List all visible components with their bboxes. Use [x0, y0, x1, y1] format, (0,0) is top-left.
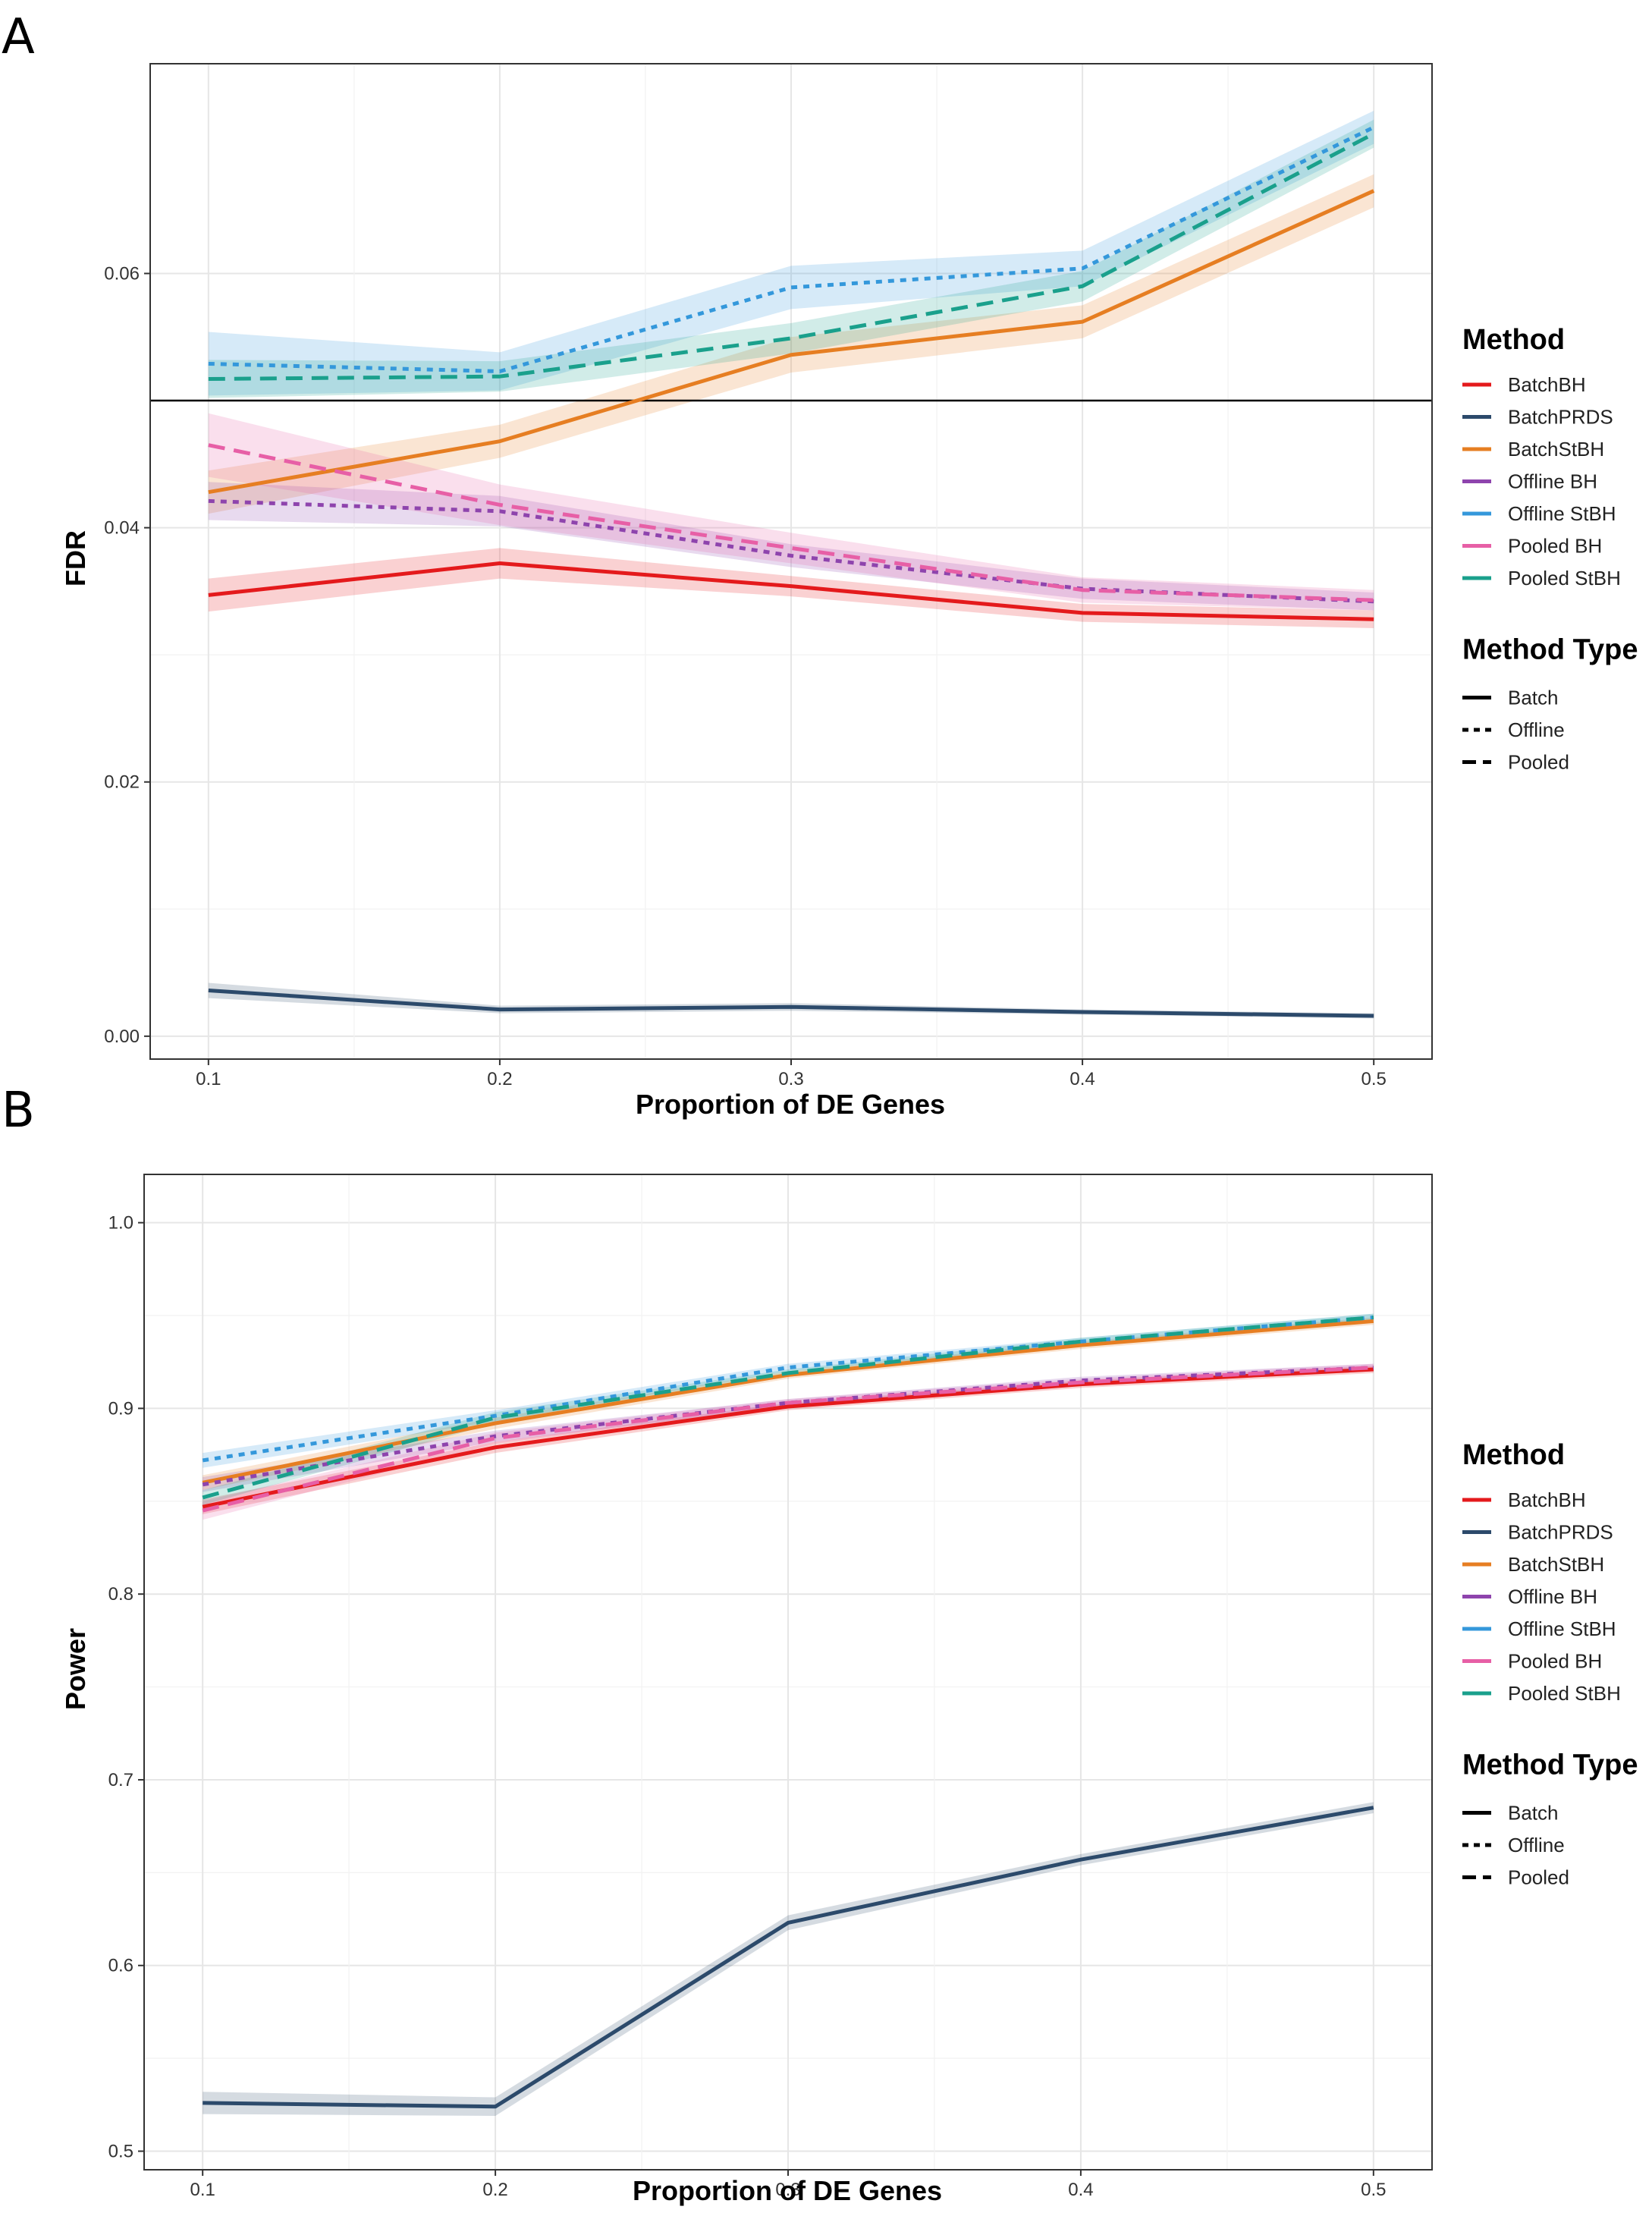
panel-a-legend-type-label: Offline: [1508, 718, 1565, 741]
panel-a-line-pooled-stbh: [208, 131, 1375, 382]
panel-b-y-tick-label: 0.9: [108, 1398, 133, 1419]
panel-a-legend-type-label: Batch: [1508, 687, 1559, 709]
panel-a-ribbon-pooled-stbh: [208, 119, 1374, 398]
panel-a-letter: A: [2, 9, 35, 65]
panel-a-legend-label: Pooled StBH: [1508, 567, 1621, 589]
panel-b-legend-type-label: Batch: [1508, 1802, 1559, 1825]
panel-a-x-tick-label: 0.1: [196, 1069, 221, 1089]
panel-a-ribbon-batchstbh: [208, 174, 1374, 514]
panel-a-y-tick-label: 0.00: [104, 1026, 140, 1047]
panel-b-legend-label: Offline BH: [1508, 1586, 1597, 1608]
panel-b-x-axis-title: Proportion of DE Genes: [633, 2175, 942, 2206]
panel-b-line-pooled-bh: [202, 1366, 1374, 1513]
panel-b-y-tick-label: 0.6: [108, 1956, 133, 1976]
panel-a-x-tick-label: 0.4: [1069, 1069, 1095, 1089]
panel-a-ribbon-pooled-bh: [208, 413, 1374, 611]
panel-a-y-axis-title: FDR: [60, 530, 91, 586]
panel-a-ribbon-offline-stbh: [208, 110, 1374, 396]
panel-a-line-batchstbh: [208, 189, 1375, 495]
panel-b-legend: Method BatchBH BatchPRDS BatchStBH Offline B…: [1462, 1439, 1638, 1889]
panel-b-x-ticks: 0.1 0.2 0.3 0.4 0.5: [190, 2170, 1387, 2200]
panel-b-x-tick-label: 0.2: [482, 2180, 507, 2200]
panel-a-line-batchbh: [208, 561, 1374, 621]
panel-a-ribbons: [208, 110, 1374, 1019]
panel-a-legend-label: Offline StBH: [1508, 502, 1616, 525]
panel-a-legend-label: BatchBH: [1508, 373, 1586, 396]
panel-b-legend-method-title: Method: [1462, 1439, 1565, 1471]
panel-b-x-tick-label: 0.3: [775, 2180, 800, 2200]
panel-a-y-ticks: 0.00 0.02 0.04 0.06: [104, 263, 150, 1047]
panel-b-series-lines: [202, 1315, 1374, 2109]
panel-a-series-lines: [208, 125, 1375, 1018]
panel-b-legend-label: Pooled StBH: [1508, 1682, 1621, 1705]
panel-b-legend-label: BatchBH: [1508, 1488, 1586, 1511]
panel-b-letter: B: [2, 1083, 35, 1139]
panel-a-x-tick-label: 0.2: [487, 1069, 512, 1089]
panel-a-legend-method-title: Method: [1462, 324, 1565, 356]
panel-b-ribbon-batchprds: [203, 1802, 1374, 2117]
panel-b-x-tick-label: 0.1: [190, 2180, 215, 2200]
panel-a-x-tick-label: 0.5: [1361, 1069, 1386, 1089]
panel-a-legend-type-label: Pooled: [1508, 751, 1569, 774]
panel-a-y-tick-label: 0.06: [104, 263, 140, 284]
panel-b-line-offline-bh: [202, 1366, 1374, 1487]
panel-a-plot: 0.00 0.02 0.04 0.06 0.1 0.2 0.3 0.4 0.5 Proport…: [60, 63, 1433, 1120]
panel-b-x-tick-label: 0.5: [1361, 2180, 1386, 2200]
panel-a-legend-label: Pooled BH: [1508, 535, 1602, 558]
panel-a-x-ticks: 0.1 0.2 0.3 0.4 0.5: [196, 1059, 1387, 1089]
panel-a-line-pooled-bh: [208, 443, 1374, 602]
panel-b-line-batchprds: [203, 1806, 1374, 2109]
panel-a-ribbon-batchbh: [208, 548, 1374, 628]
panel-a-ribbon-offline-bh: [208, 482, 1374, 611]
panel-b-legend-type-label: Pooled: [1508, 1866, 1569, 1889]
panel-b-y-tick-label: 1.0: [108, 1213, 133, 1234]
panel-a-x-tick-label: 0.3: [778, 1069, 803, 1089]
panel-a-x-axis-title: Proportion of DE Genes: [636, 1089, 945, 1120]
panel-a-legend: Method BatchBH BatchPRDS BatchStBH Offline B…: [1462, 324, 1638, 774]
panel-a-y-tick-label: 0.02: [104, 772, 140, 793]
panel-b-legend-type-title: Method Type: [1462, 1749, 1638, 1781]
panel-a-legend-label: BatchPRDS: [1508, 406, 1613, 429]
panel-b-legend-label: BatchPRDS: [1508, 1521, 1613, 1544]
panel-a-y-tick-label: 0.04: [104, 518, 140, 539]
panel-b-line-pooled-stbh: [202, 1315, 1374, 1500]
panel-a-legend-label: BatchStBH: [1508, 438, 1604, 461]
panel-b-legend-label: BatchStBH: [1508, 1553, 1604, 1576]
panel-b-y-tick-label: 0.8: [108, 1584, 133, 1605]
panel-a-line-batchprds: [208, 989, 1374, 1018]
panel-b-legend-type-label: Offline: [1508, 1834, 1565, 1856]
panel-a-line-offline-stbh: [208, 125, 1375, 373]
panel-b-x-tick-label: 0.4: [1068, 2180, 1093, 2200]
panel-b-y-axis-title: Power: [60, 1628, 91, 1710]
panel-b-legend-label: Offline StBH: [1508, 1617, 1616, 1640]
panel-b-legend-label: Pooled BH: [1508, 1650, 1602, 1673]
panel-b-y-tick-label: 0.7: [108, 1770, 133, 1790]
panel-a-legend-type-title: Method Type: [1462, 634, 1638, 666]
panel-a-legend-label: Offline BH: [1508, 470, 1597, 493]
panel-b-y-tick-label: 0.5: [108, 2142, 133, 2162]
panel-b-y-ticks: 0.5 0.6 0.7 0.8 0.9 1.0: [108, 1213, 144, 2162]
panel-b-plot: 0.5 0.6 0.7 0.8 0.9 1.0 0.1 0.2 0.3 0.4 0.5 Propo…: [60, 1174, 1433, 2206]
panel-b-grid: [144, 1174, 1432, 2170]
